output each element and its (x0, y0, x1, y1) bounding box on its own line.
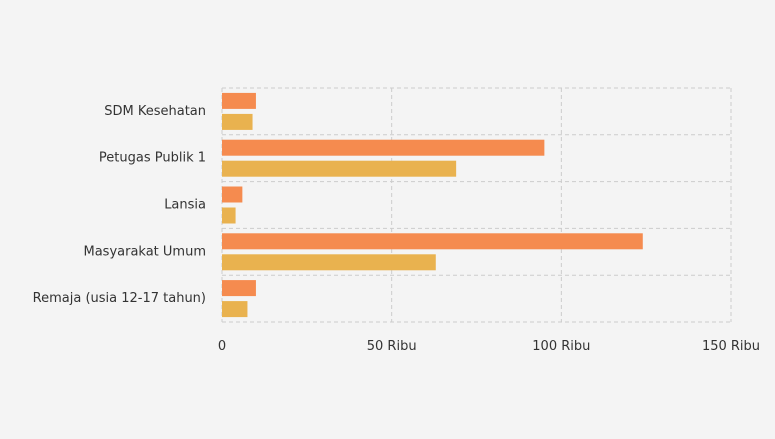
bar-2 (222, 301, 248, 318)
bar-2 (222, 160, 457, 177)
category-label: Masyarakat Umum (83, 244, 206, 259)
bar-2 (222, 207, 236, 224)
x-tick-label: 150 Ribu (702, 339, 760, 354)
bar-1 (222, 186, 243, 203)
x-axis-tick-labels: 0 50 Ribu 100 Ribu 150 Ribu (218, 339, 760, 354)
bar-2 (222, 113, 253, 130)
category-label: SDM Kesehatan (104, 104, 206, 119)
category-label: Lansia (164, 198, 206, 213)
bar-1 (222, 92, 256, 109)
bar-1 (222, 233, 643, 250)
bar-1 (222, 139, 545, 156)
bar-2 (222, 254, 436, 271)
x-tick-label: 0 (218, 339, 226, 354)
x-tick-label: 50 Ribu (367, 339, 417, 354)
category-label: Petugas Publik 1 (99, 151, 206, 166)
category-labels: SDM Kesehatan Petugas Publik 1 Lansia Masya… (33, 104, 206, 306)
bars (222, 92, 643, 318)
category-label: Remaja (usia 12-17 tahun) (33, 291, 206, 306)
x-tick-label: 100 Ribu (532, 339, 590, 354)
bar-1 (222, 280, 256, 297)
